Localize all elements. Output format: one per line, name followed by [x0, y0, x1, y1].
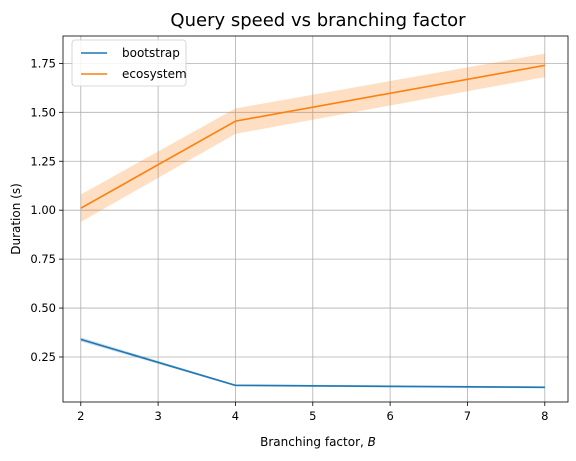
grid	[63, 36, 568, 402]
y-tick-label-5: 1.50	[30, 105, 56, 119]
y-tick-label-1: 0.50	[30, 301, 56, 315]
band-ecosystem	[80, 53, 545, 222]
legend-label-bootstrap: bootstrap	[122, 46, 180, 60]
x-tick-label-2: 4	[232, 409, 239, 423]
y-tick-label-6: 1.75	[30, 56, 56, 70]
confidence-bands	[80, 53, 545, 389]
x-axis-label: Branching factor, B	[260, 435, 376, 449]
x-tick-label-4: 6	[386, 409, 393, 423]
legend-label-ecosystem: ecosystem	[122, 67, 187, 81]
series-lines	[80, 64, 545, 389]
x-axis-ticks: 2 3 4 5 6 7 8	[77, 402, 548, 423]
x-axis-label-text: Branching factor,	[260, 435, 367, 449]
y-tick-label-3: 1.00	[30, 203, 56, 217]
y-axis-label: Duration (s)	[9, 183, 23, 255]
x-axis-label-variable: B	[368, 435, 376, 449]
x-tick-label-6: 8	[541, 409, 548, 423]
y-tick-label-2: 0.75	[30, 252, 56, 266]
x-tick-label-1: 3	[154, 409, 161, 423]
legend: bootstrap ecosystem	[71, 39, 187, 87]
x-tick-label-5: 7	[464, 409, 471, 423]
y-axis-ticks: 0.25 0.50 0.75 1.00 1.25 1.50 1.75	[30, 56, 63, 364]
y-tick-label-0: 0.25	[30, 350, 56, 364]
x-tick-label-0: 2	[77, 409, 84, 423]
x-tick-label-3: 5	[309, 409, 316, 423]
chart-title: Query speed vs branching factor	[170, 10, 466, 31]
y-tick-label-4: 1.25	[30, 154, 56, 168]
plot-frame	[62, 35, 569, 403]
